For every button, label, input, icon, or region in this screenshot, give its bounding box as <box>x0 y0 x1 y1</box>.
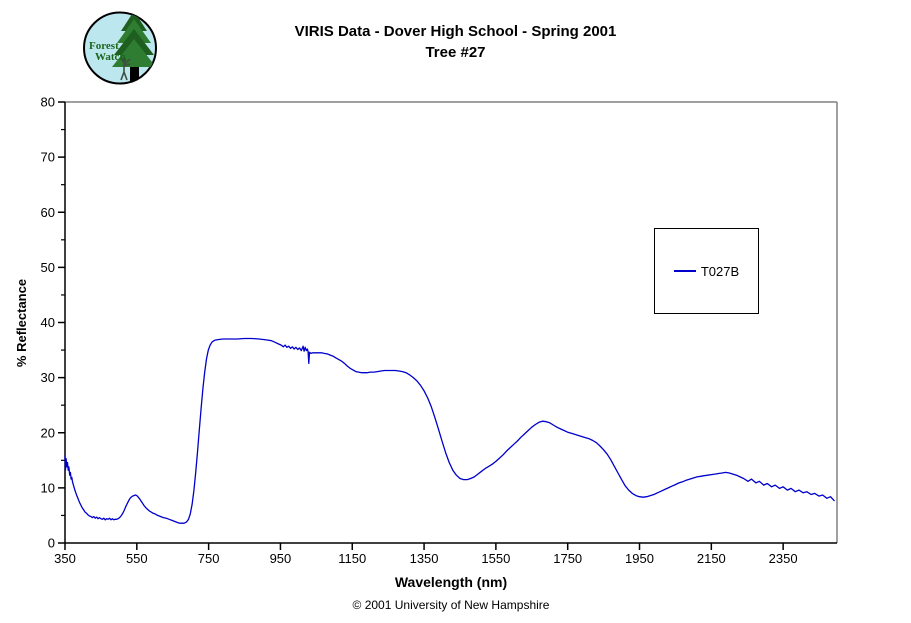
x-tick-label: 350 <box>54 551 76 566</box>
copyright-text: © 2001 University of New Hampshire <box>352 598 550 612</box>
x-tick-label: 2350 <box>769 551 798 566</box>
x-tick-label: 1750 <box>553 551 582 566</box>
y-tick-label: 30 <box>41 370 55 385</box>
logo-person-icon <box>120 57 131 81</box>
y-axis-title: % Reflectance <box>14 278 29 368</box>
x-tick-label: 550 <box>126 551 148 566</box>
forest-watch-logo: Forest Watch <box>83 11 157 85</box>
chart-title-line2: Tree #27 <box>425 44 486 61</box>
y-tick-label: 0 <box>48 536 55 551</box>
x-tick-label: 2150 <box>697 551 726 566</box>
series-line-T027B <box>64 337 835 524</box>
y-tick-label: 70 <box>41 150 55 165</box>
x-axis-title: Wavelength (nm) <box>394 574 508 590</box>
y-tick-label: 80 <box>41 95 55 110</box>
y-tick-label: 10 <box>41 480 55 495</box>
legend-label: T027B <box>700 263 740 279</box>
legend: T027B <box>654 228 759 314</box>
y-tick-label: 40 <box>41 315 55 330</box>
x-tick-label: 950 <box>270 551 292 566</box>
y-tick-label: 50 <box>41 260 55 275</box>
legend-line-sample <box>673 270 696 272</box>
x-tick-label: 1150 <box>338 551 366 566</box>
x-tick-label: 1950 <box>625 551 654 566</box>
x-tick-label: 750 <box>198 551 220 566</box>
y-tick-label: 20 <box>41 425 55 440</box>
x-tick-label: 1550 <box>481 551 510 566</box>
chart-title-line1: VIRIS Data - Dover High School - Spring … <box>294 23 617 40</box>
logo-text-line1: Forest <box>89 40 119 52</box>
y-tick-label: 60 <box>41 205 55 220</box>
x-tick-label: 1350 <box>410 551 439 566</box>
logo-text-line2: Watch <box>95 51 126 63</box>
